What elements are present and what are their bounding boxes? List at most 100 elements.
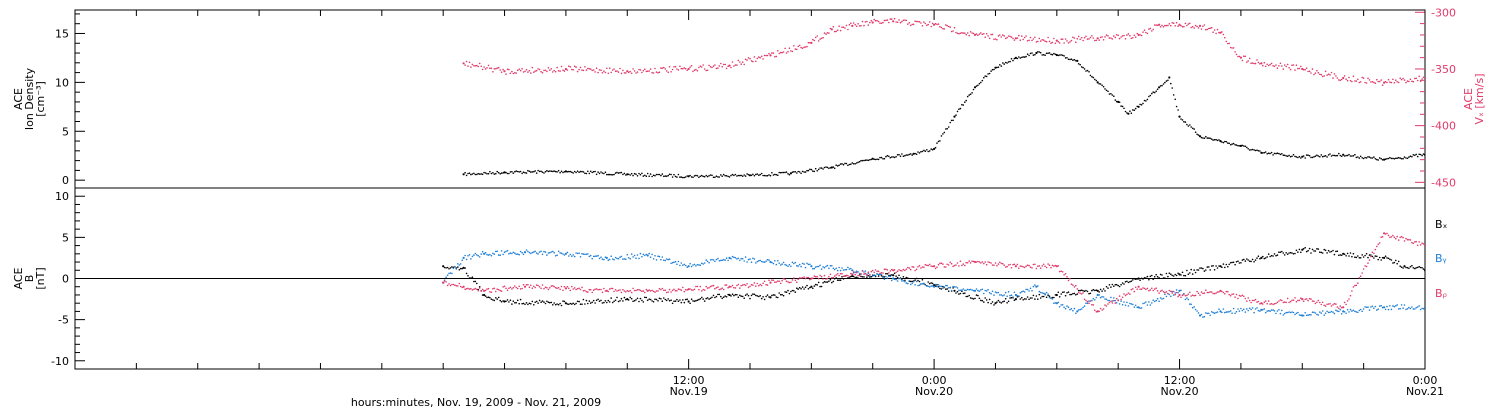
bx-point bbox=[1069, 294, 1071, 296]
by-point bbox=[878, 274, 880, 276]
by-point bbox=[727, 260, 729, 262]
ion-density-point bbox=[846, 163, 848, 165]
vx-point bbox=[1445, 78, 1447, 80]
ion-density-point bbox=[1046, 53, 1048, 55]
vx-point bbox=[751, 60, 753, 62]
by-point bbox=[714, 261, 716, 263]
vx-point bbox=[1462, 73, 1464, 75]
ion-density-point bbox=[1167, 80, 1169, 82]
bx-point bbox=[1239, 262, 1241, 264]
bx-point bbox=[681, 302, 683, 304]
bx-point bbox=[1233, 262, 1235, 264]
ion-density-point bbox=[524, 172, 526, 174]
ion-density-point bbox=[657, 174, 659, 176]
vx-point bbox=[1342, 77, 1344, 79]
by-point bbox=[771, 262, 773, 264]
ion-density-point bbox=[1306, 154, 1308, 156]
by-point bbox=[647, 254, 649, 256]
ion-density-point bbox=[659, 174, 661, 176]
bx-point bbox=[1201, 267, 1203, 269]
vx-point bbox=[597, 72, 599, 74]
vx-point bbox=[1132, 37, 1134, 39]
bx-point bbox=[1126, 281, 1128, 283]
by-point bbox=[622, 258, 624, 260]
bx-point bbox=[1145, 277, 1147, 279]
vx-point bbox=[1148, 28, 1150, 30]
ion-density-point bbox=[878, 159, 880, 161]
ion-density-point bbox=[483, 172, 485, 174]
ion-density-point bbox=[1068, 59, 1070, 61]
ion-density-point bbox=[1337, 155, 1339, 157]
ion-density-point bbox=[849, 164, 851, 166]
bx-point bbox=[1252, 259, 1254, 261]
bx-point bbox=[738, 296, 740, 298]
ion-density-point bbox=[1269, 153, 1271, 155]
vx-point bbox=[781, 52, 783, 54]
vx-point bbox=[973, 33, 975, 35]
bx-point bbox=[695, 300, 697, 302]
ion-density-point bbox=[797, 171, 799, 173]
vx-point bbox=[831, 28, 833, 30]
vx-point bbox=[638, 69, 640, 71]
by-point bbox=[987, 289, 989, 291]
bx-point bbox=[1002, 301, 1004, 303]
by-point bbox=[822, 266, 824, 268]
vx-point bbox=[591, 70, 593, 72]
ion-density-point bbox=[1249, 149, 1251, 151]
vx-point bbox=[651, 72, 653, 74]
ion-density-point bbox=[1031, 52, 1033, 54]
bx-point bbox=[448, 268, 450, 270]
vx-point bbox=[1183, 26, 1185, 28]
bx-point bbox=[1430, 271, 1432, 273]
vx-point bbox=[1414, 78, 1416, 80]
by-point bbox=[1337, 310, 1339, 312]
ion-density-point bbox=[1166, 80, 1168, 82]
ion-density-point bbox=[548, 171, 550, 173]
by-point bbox=[1236, 311, 1238, 313]
vx-point bbox=[476, 65, 478, 67]
ion-density-point bbox=[1307, 154, 1309, 156]
bx-point bbox=[1185, 275, 1187, 277]
bx-point bbox=[1328, 250, 1330, 252]
vx-point bbox=[1192, 26, 1194, 28]
bx-point bbox=[1418, 266, 1420, 268]
vx-point bbox=[570, 66, 572, 68]
by-point bbox=[682, 264, 684, 266]
bx-point bbox=[1335, 251, 1337, 253]
bx-point bbox=[507, 299, 509, 301]
ion-density-point bbox=[1217, 140, 1219, 142]
by-point bbox=[1280, 313, 1282, 315]
bx-point bbox=[1262, 256, 1264, 258]
bx-point bbox=[917, 280, 919, 282]
vx-point bbox=[1389, 81, 1391, 83]
left-tick-label: 5 bbox=[62, 125, 69, 138]
by-point bbox=[795, 262, 797, 264]
by-point bbox=[568, 255, 570, 257]
ion-density-point bbox=[958, 108, 960, 110]
vx-point bbox=[1319, 74, 1321, 76]
ion-density-point bbox=[853, 163, 855, 165]
ion-density-point bbox=[1017, 58, 1019, 60]
vx-point bbox=[1120, 36, 1122, 38]
bx-point bbox=[1414, 268, 1416, 270]
by-point bbox=[856, 270, 858, 272]
bx-point bbox=[1294, 253, 1296, 255]
bx-point bbox=[979, 298, 981, 300]
vx-point bbox=[891, 18, 893, 20]
by-point bbox=[662, 256, 664, 258]
by-point bbox=[749, 258, 751, 260]
bx-point bbox=[657, 300, 659, 302]
bx-point bbox=[1193, 269, 1195, 271]
bx-point bbox=[515, 302, 517, 304]
bx-point bbox=[735, 294, 737, 296]
vx-point bbox=[1173, 22, 1175, 24]
ion-density-point bbox=[953, 116, 955, 118]
vx-point bbox=[1274, 66, 1276, 68]
ion-density-point bbox=[1212, 139, 1214, 141]
by-point bbox=[572, 254, 574, 256]
vx-point bbox=[1215, 33, 1217, 35]
ion-density-point bbox=[1353, 155, 1355, 157]
vx-point bbox=[1053, 38, 1055, 40]
vx-point bbox=[644, 68, 646, 70]
bx-point bbox=[778, 292, 780, 294]
